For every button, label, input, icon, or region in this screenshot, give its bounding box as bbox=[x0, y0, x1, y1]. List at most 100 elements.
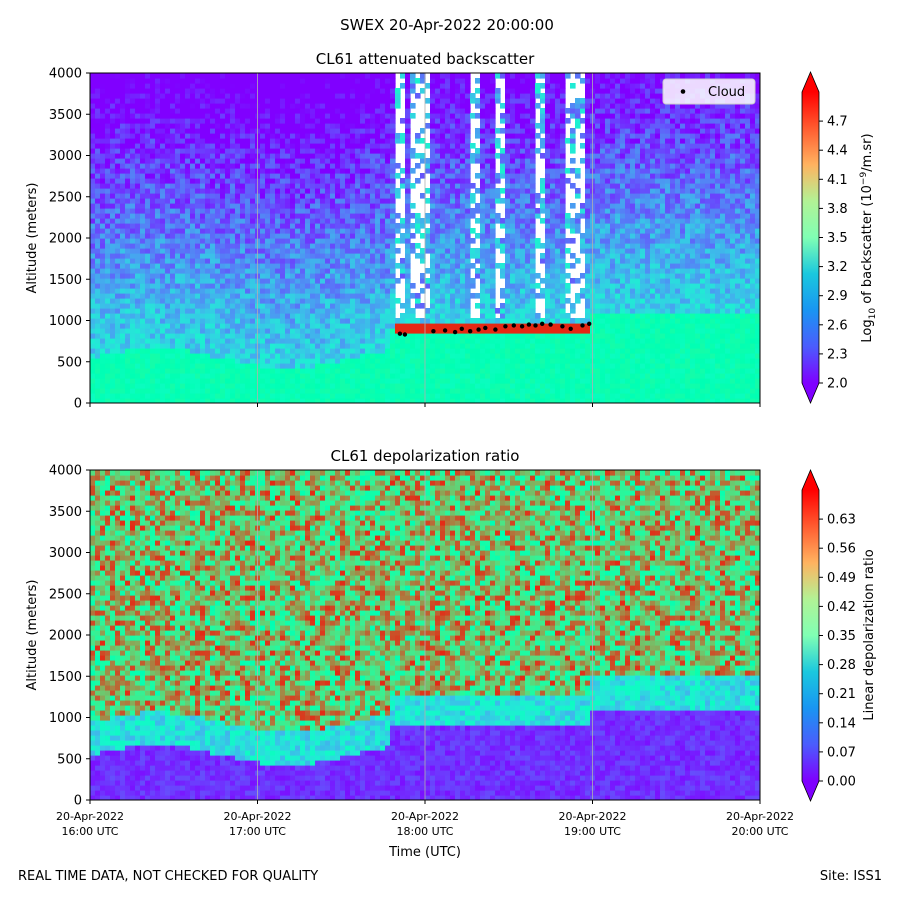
heatmap-cell bbox=[145, 293, 151, 299]
heatmap-cell bbox=[455, 163, 461, 169]
heatmap-cell bbox=[285, 208, 291, 214]
heatmap-cell bbox=[275, 178, 281, 184]
heatmap-cell bbox=[270, 163, 276, 169]
heatmap-cell bbox=[345, 333, 351, 339]
heatmap-cell bbox=[270, 218, 276, 224]
heatmap-cell bbox=[315, 188, 321, 194]
heatmap-cell bbox=[100, 243, 106, 249]
heatmap-cell bbox=[450, 103, 456, 109]
heatmap-cell bbox=[300, 318, 306, 324]
heatmap-cell bbox=[190, 368, 196, 374]
heatmap-cell bbox=[145, 98, 151, 104]
heatmap-cell bbox=[140, 238, 146, 244]
heatmap-cell bbox=[280, 123, 286, 129]
heatmap-cell bbox=[350, 183, 356, 189]
heatmap-cell bbox=[430, 303, 436, 309]
heatmap-cell bbox=[440, 388, 446, 394]
heatmap-cell bbox=[135, 333, 141, 339]
heatmap-cell bbox=[260, 278, 266, 284]
heatmap-cell bbox=[440, 143, 446, 149]
heatmap-cell bbox=[455, 283, 461, 289]
heatmap-cell bbox=[350, 128, 356, 134]
heatmap-cell bbox=[185, 288, 191, 294]
heatmap-cell bbox=[465, 323, 471, 329]
heatmap-cell bbox=[115, 383, 121, 389]
heatmap-cell bbox=[450, 198, 456, 204]
heatmap-cell bbox=[305, 368, 311, 374]
heatmap-cell bbox=[160, 78, 166, 84]
heatmap-cell bbox=[370, 378, 376, 384]
heatmap-cell bbox=[440, 393, 446, 399]
heatmap-cell bbox=[110, 243, 116, 249]
heatmap-cell bbox=[100, 98, 106, 104]
heatmap-cell bbox=[410, 383, 416, 389]
heatmap-cell bbox=[215, 273, 221, 279]
heatmap-cell bbox=[140, 288, 146, 294]
heatmap-cell bbox=[170, 328, 176, 334]
heatmap-cell bbox=[240, 298, 246, 304]
heatmap-cell bbox=[200, 283, 206, 289]
heatmap-cell bbox=[430, 318, 436, 324]
heatmap-cell bbox=[120, 153, 126, 159]
heatmap-cell bbox=[120, 363, 126, 369]
heatmap-cell bbox=[310, 353, 316, 359]
heatmap-cell bbox=[355, 123, 361, 129]
heatmap-cell bbox=[315, 183, 321, 189]
heatmap-cell bbox=[195, 163, 201, 169]
heatmap-cell bbox=[135, 373, 141, 379]
heatmap-cell bbox=[185, 383, 191, 389]
heatmap-cell bbox=[180, 323, 186, 329]
heatmap-cell bbox=[445, 268, 451, 274]
heatmap-cell bbox=[470, 198, 476, 204]
heatmap-cell bbox=[125, 383, 131, 389]
heatmap-cell bbox=[465, 168, 471, 174]
heatmap-cell bbox=[385, 118, 391, 124]
heatmap-cell bbox=[200, 328, 206, 334]
heatmap-cell bbox=[125, 348, 131, 354]
heatmap-cell bbox=[480, 113, 486, 119]
heatmap-cell bbox=[315, 253, 321, 259]
heatmap-cell bbox=[245, 128, 251, 134]
heatmap-cell bbox=[180, 168, 186, 174]
heatmap-cell bbox=[385, 153, 391, 159]
heatmap-cell bbox=[90, 228, 96, 234]
heatmap-cell bbox=[465, 338, 471, 344]
heatmap-cell bbox=[460, 378, 466, 384]
heatmap-cell bbox=[290, 228, 296, 234]
heatmap-cell bbox=[295, 173, 301, 179]
heatmap-cell bbox=[355, 223, 361, 229]
heatmap-cell bbox=[285, 318, 291, 324]
heatmap-cell bbox=[205, 213, 211, 219]
heatmap-cell bbox=[160, 248, 166, 254]
heatmap-cell bbox=[195, 388, 201, 394]
heatmap-cell bbox=[210, 313, 216, 319]
heatmap-cell bbox=[200, 383, 206, 389]
heatmap-cell bbox=[240, 293, 246, 299]
heatmap-cell bbox=[200, 148, 206, 154]
heatmap-cell bbox=[205, 198, 211, 204]
heatmap-cell bbox=[315, 318, 321, 324]
heatmap-cell bbox=[185, 193, 191, 199]
heatmap-cell bbox=[105, 378, 111, 384]
heatmap-cell bbox=[245, 298, 251, 304]
heatmap-cell bbox=[125, 133, 131, 139]
heatmap-cell bbox=[250, 238, 256, 244]
heatmap-cell bbox=[145, 203, 151, 209]
heatmap-cell bbox=[425, 238, 431, 244]
heatmap-cell bbox=[440, 248, 446, 254]
heatmap-cell bbox=[190, 243, 196, 249]
heatmap-cell bbox=[440, 98, 446, 104]
heatmap-cell bbox=[225, 378, 231, 384]
heatmap-cell bbox=[230, 218, 236, 224]
heatmap-cell bbox=[455, 268, 461, 274]
heatmap-cell bbox=[275, 203, 281, 209]
heatmap-cell bbox=[175, 388, 181, 394]
heatmap-cell bbox=[165, 373, 171, 379]
heatmap-cell bbox=[220, 393, 226, 399]
heatmap-cell bbox=[470, 143, 476, 149]
heatmap-cell bbox=[365, 263, 371, 269]
heatmap-cell bbox=[235, 308, 241, 314]
heatmap-cell bbox=[180, 233, 186, 239]
heatmap-cell bbox=[260, 78, 266, 84]
heatmap-cell bbox=[400, 353, 406, 359]
